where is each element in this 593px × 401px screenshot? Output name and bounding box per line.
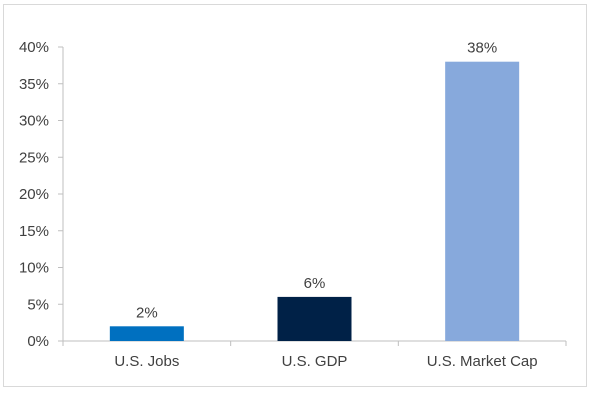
label-layer: 2% U.S. Jobs 6% U.S. GDP 38% U.S. Market Cap bbox=[114, 40, 537, 370]
bar-layer bbox=[109, 61, 520, 341]
y-tick-label: 35% bbox=[19, 76, 49, 93]
y-tick-label: 15% bbox=[19, 223, 49, 240]
y-tick-label: 20% bbox=[19, 186, 49, 203]
x-tick-label: U.S. GDP bbox=[282, 353, 348, 370]
x-tick-label: U.S. Market Cap bbox=[427, 353, 538, 370]
bar bbox=[109, 326, 184, 341]
y-tick-label: 0% bbox=[27, 333, 49, 350]
bar bbox=[445, 61, 520, 341]
y-tick-label: 10% bbox=[19, 260, 49, 277]
data-label: 38% bbox=[467, 40, 497, 57]
y-tick-label: 5% bbox=[27, 296, 49, 313]
x-tick-label: U.S. Jobs bbox=[114, 353, 179, 370]
y-tick-label: 40% bbox=[19, 39, 49, 56]
y-tick-label: 25% bbox=[19, 149, 49, 166]
data-label: 6% bbox=[304, 275, 326, 292]
bar bbox=[277, 296, 352, 341]
data-label: 2% bbox=[136, 304, 158, 321]
y-tick-label: 30% bbox=[19, 113, 49, 130]
